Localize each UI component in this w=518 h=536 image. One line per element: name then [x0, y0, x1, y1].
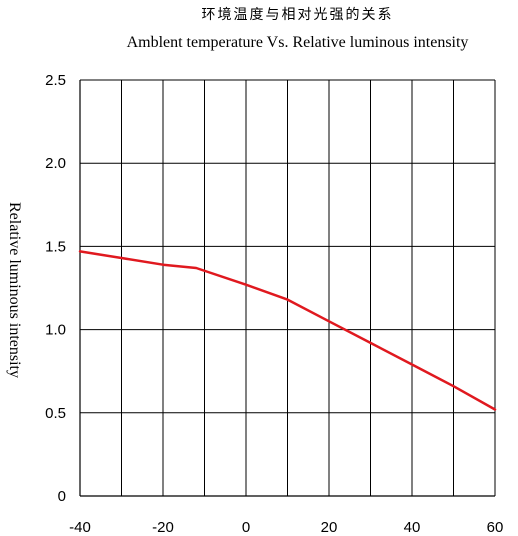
y-tick-label: 0.5 — [45, 405, 66, 422]
x-tick-label: -20 — [152, 519, 174, 536]
chart-subtitle: Amblent temperature Vs. Relative luminou… — [126, 34, 469, 51]
series-line — [78, 250, 497, 411]
y-tick-label: 2.5 — [45, 72, 66, 89]
x-tick-label: 20 — [321, 519, 338, 536]
x-tick-label: 60 — [487, 519, 504, 536]
y-tick-label: 1.5 — [45, 238, 66, 255]
y-tick-label: 2.0 — [45, 155, 66, 172]
x-tick-label: 40 — [404, 519, 421, 536]
x-tick-label: -40 — [69, 519, 91, 536]
x-tick-label: 0 — [242, 519, 250, 536]
y-tick-label: 0 — [58, 488, 66, 505]
y-tick-label: 1.0 — [45, 322, 66, 339]
chart-title: 环境温度与相对光强的关系 — [201, 7, 394, 23]
